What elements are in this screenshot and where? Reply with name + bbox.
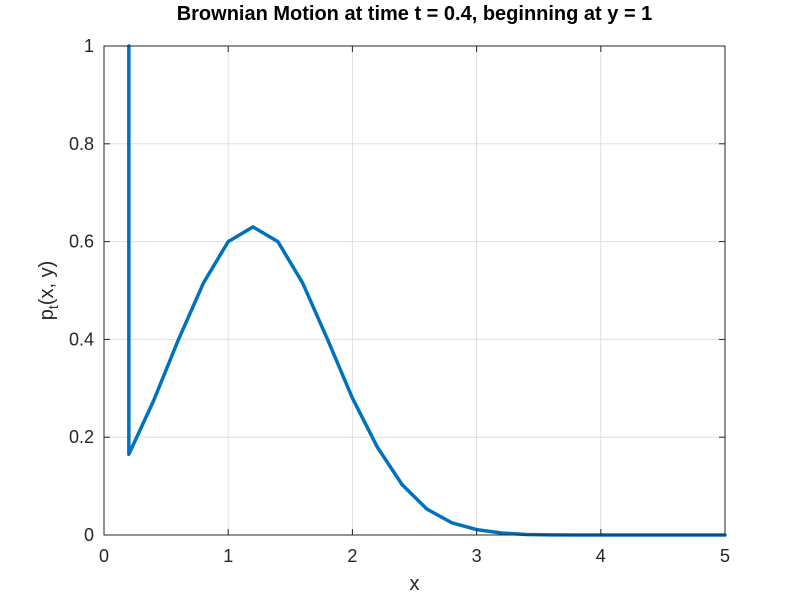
ticks: 0 1 2 3 4 5 0 0.2 0.4 0.6 0.8 1 bbox=[69, 36, 730, 566]
y-tick-label: 0 bbox=[84, 525, 94, 545]
y-axis-label-rest: (x, y) bbox=[36, 261, 58, 305]
x-axis-label: x bbox=[410, 573, 420, 595]
x-tick-label: 5 bbox=[720, 546, 730, 566]
y-tick-label: 0.8 bbox=[69, 134, 94, 154]
y-axis-label-main: p bbox=[36, 309, 58, 320]
grid bbox=[103, 45, 726, 536]
x-tick-label: 2 bbox=[347, 546, 357, 566]
chart-title: Brownian Motion at time t = 0.4, beginni… bbox=[177, 3, 653, 25]
x-tick-label: 4 bbox=[596, 546, 606, 566]
y-axis-label: pt(x, y) bbox=[36, 261, 61, 320]
y-axis-label-subscript: t bbox=[45, 305, 61, 309]
x-tick-label: 0 bbox=[99, 546, 109, 566]
y-tick-label: 1 bbox=[84, 36, 94, 56]
y-tick-label: 0.6 bbox=[69, 232, 94, 252]
axes-box bbox=[103, 45, 726, 536]
x-tick-label: 3 bbox=[472, 546, 482, 566]
y-tick-label: 0.2 bbox=[69, 427, 94, 447]
y-tick-label: 0.4 bbox=[69, 329, 94, 349]
x-tick-label: 1 bbox=[223, 546, 233, 566]
plot-area bbox=[104, 46, 725, 535]
